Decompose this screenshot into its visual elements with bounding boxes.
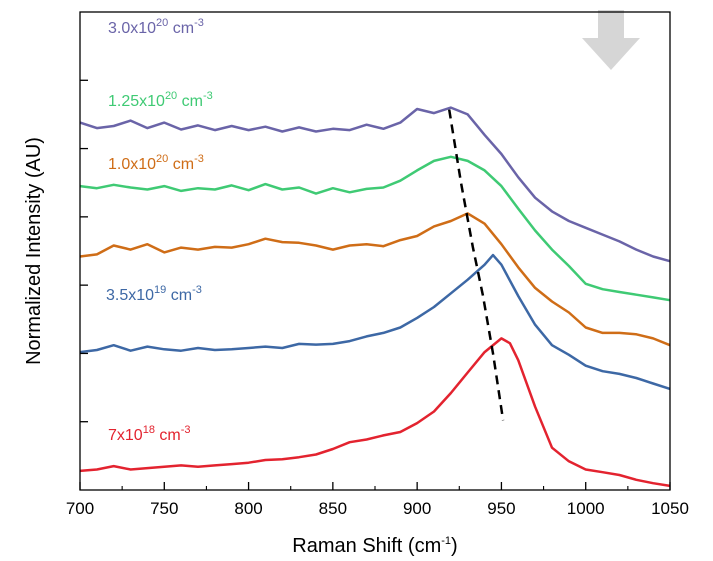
intensity-arrow-group	[582, 10, 640, 70]
series-label-0: 3.0x1020 cm-3	[108, 17, 204, 37]
x-tick-label: 700	[66, 499, 94, 518]
series-line-0	[79, 106, 671, 263]
series-label-1: 1.25x1020 cm-3	[108, 90, 213, 110]
series-label-2: 1.0x1020 cm-3	[108, 153, 204, 173]
series-labels: 3.0x1020 cm-3 1.25x1020 cm-3 1.0x1020 cm-3…	[106, 17, 213, 444]
y-axis-title: Normalized Intensity (AU)	[23, 137, 45, 365]
series-group	[79, 106, 671, 488]
x-tick-label: 1000	[567, 499, 605, 518]
x-tick-label: 800	[234, 499, 262, 518]
x-tick-label: 1050	[651, 499, 689, 518]
series-label-4: 7x1018 cm-3	[108, 424, 191, 444]
x-tick-label: 850	[319, 499, 347, 518]
peak-shift-guide-group	[447, 109, 505, 421]
series-line-2	[79, 212, 671, 347]
down-arrow-icon	[582, 10, 640, 70]
x-axis-title: Raman Shift (cm-1)	[292, 535, 457, 557]
x-axis-ticks: 700 750 800 850 900 950 1000 1050	[66, 482, 689, 518]
peak-shift-guide-line	[447, 109, 505, 421]
series-label-3: 3.5x1019 cm-3	[106, 284, 202, 304]
x-tick-label: 750	[150, 499, 178, 518]
y-axis-ticks	[80, 79, 88, 423]
x-tick-label: 950	[487, 499, 515, 518]
series-line-1	[79, 155, 671, 302]
x-tick-label: 900	[403, 499, 431, 518]
series-line-4	[79, 337, 671, 488]
series-line-3	[79, 253, 671, 391]
